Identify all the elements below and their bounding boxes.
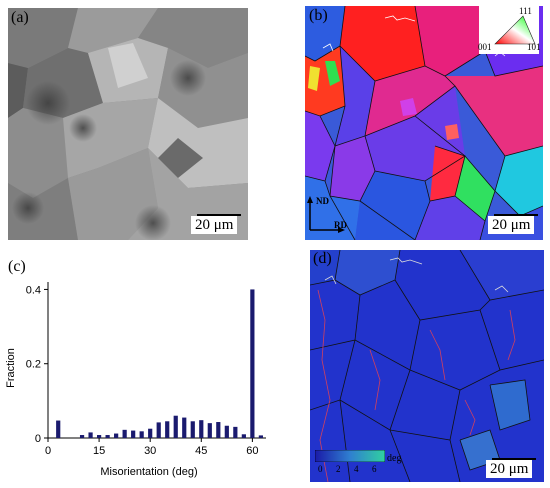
panel-c-label: (c) xyxy=(8,258,26,275)
histogram-bar xyxy=(190,421,195,438)
ipf-key-111: 111 xyxy=(519,6,532,16)
colorbar-unit: deg xyxy=(387,453,402,464)
histogram-bar xyxy=(79,435,85,438)
histogram-bar xyxy=(258,435,263,438)
panel-b-scale-bar xyxy=(494,214,538,216)
histogram-bar xyxy=(105,435,110,438)
misorientation-histogram: 0 15 30 45 60 0 0.2 0.4 Fraction Misorientation… xyxy=(5,282,266,478)
histogram-bar xyxy=(182,417,187,438)
x-tick-label: 0 xyxy=(45,445,51,457)
histogram-bar xyxy=(114,433,119,438)
histogram-bar xyxy=(139,431,144,438)
x-tick-label: 30 xyxy=(144,445,156,457)
histogram-bar xyxy=(241,434,246,438)
kam-misorientation-map xyxy=(310,250,544,482)
histogram-bar xyxy=(207,423,212,438)
panel-d-scale-bar xyxy=(492,458,536,460)
panel-b-label: (b) xyxy=(309,7,328,24)
histogram-bar xyxy=(131,430,136,438)
panel-a-label: (a) xyxy=(11,9,29,26)
panel-d-scale-label: 20 μm xyxy=(486,460,533,478)
nd-axis-label: ND xyxy=(316,196,329,206)
histogram-bar xyxy=(216,422,221,438)
x-tick-label: 15 xyxy=(93,445,105,457)
histogram-bar xyxy=(173,415,178,438)
histogram-bar xyxy=(199,420,204,438)
x-tick-label: 45 xyxy=(195,445,207,457)
histogram-bar xyxy=(165,421,170,438)
histogram-bar xyxy=(233,426,238,438)
ipf-key-001: 001 xyxy=(478,42,492,52)
histogram-bar xyxy=(224,425,229,438)
panel-d-kam-map: (d) 0 2 4 6 deg 20 μm xyxy=(310,250,544,482)
panel-a-scale-bar xyxy=(197,214,241,216)
kam-colorbar xyxy=(315,450,385,462)
histogram-bar xyxy=(122,429,127,438)
colorbar-tick-4: 4 xyxy=(354,464,359,474)
panel-a-sem-image: (a) 20 μm xyxy=(8,8,248,240)
sample-axes-arrows xyxy=(307,196,345,233)
histogram-bar xyxy=(96,435,102,438)
histogram-bar xyxy=(156,422,161,438)
panel-d-label: (d) xyxy=(313,250,332,267)
x-tick-label: 60 xyxy=(246,445,258,457)
histogram-y-axis-label: Fraction xyxy=(5,348,17,388)
colorbar-tick-6: 6 xyxy=(372,464,377,474)
histogram-bar xyxy=(148,428,153,438)
panel-b-ipf-map: 111 001 101 (b) ND RD 20 μm xyxy=(305,6,543,240)
ipf-orientation-map xyxy=(305,6,543,240)
sem-micrograph xyxy=(8,8,248,240)
ipf-color-key xyxy=(479,6,539,54)
ipf-key-101: 101 xyxy=(527,42,541,52)
histogram-x-axis-label: Misorientation (deg) xyxy=(100,466,197,478)
histogram-bar xyxy=(250,289,255,438)
y-tick-label: 0 xyxy=(35,433,41,445)
histogram-bar xyxy=(56,420,61,438)
panel-b-scale-label: 20 μm xyxy=(488,216,535,234)
colorbar-tick-0: 0 xyxy=(318,464,323,474)
histogram-bar xyxy=(88,432,93,438)
rd-axis-label: RD xyxy=(334,220,347,230)
y-tick-label: 0.4 xyxy=(26,284,41,296)
y-tick-label: 0.2 xyxy=(26,359,41,371)
panel-a-scale-label: 20 μm xyxy=(191,216,238,234)
colorbar-tick-2: 2 xyxy=(336,464,341,474)
